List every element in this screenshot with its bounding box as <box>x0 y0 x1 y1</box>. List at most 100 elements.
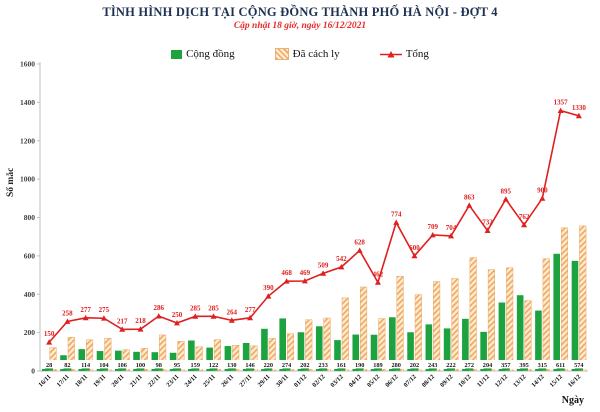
x-category-label: 29/11 <box>257 373 272 388</box>
total-value-label: 286 <box>153 304 164 312</box>
base-label-chip <box>131 360 150 369</box>
y-tick-label: 200 <box>24 328 36 337</box>
base-label-chip <box>497 360 515 369</box>
total-marker <box>119 326 126 332</box>
base-label-chip <box>278 360 296 369</box>
green-base-sliver <box>99 368 108 371</box>
cong-dong-value-label: 100 <box>136 362 145 369</box>
y-tick-label: 1400 <box>20 98 35 107</box>
base-label-chip <box>95 360 113 369</box>
base-label-chip <box>460 360 478 369</box>
cong-dong-value-label: 28 <box>46 362 52 369</box>
cong-dong-value-label: 104 <box>99 362 109 369</box>
green-base-sliver <box>45 368 54 371</box>
x-category-label: 12/12 <box>494 373 509 388</box>
bar-da-cach-ly <box>341 297 349 372</box>
cong-dong-value-label: 274 <box>282 362 292 369</box>
x-axis-title: Ngày <box>561 395 584 406</box>
total-value-label: 218 <box>135 317 146 325</box>
base-label-chip <box>387 360 405 369</box>
x-category-label: 24/11 <box>184 373 199 388</box>
base-label-chip <box>424 360 442 369</box>
bar-cong-dong <box>443 328 451 371</box>
legend-item-da-cach-ly: Đã cách ly <box>274 48 340 60</box>
green-base-sliver <box>191 368 200 371</box>
total-value-label: 390 <box>263 284 274 292</box>
bar-da-cach-ly <box>378 318 386 372</box>
base-label-chip <box>369 360 387 369</box>
x-category-label: 13/12 <box>512 373 527 388</box>
cong-dong-value-label: 395 <box>519 362 528 369</box>
x-category-label: 27/11 <box>238 373 253 388</box>
bar-cong-dong <box>553 253 560 371</box>
green-base-sliver <box>264 368 273 371</box>
base-label-chip <box>58 360 76 369</box>
green-base-sliver <box>501 368 510 371</box>
total-value-label: 1330 <box>572 104 587 112</box>
green-base-sliver <box>282 368 291 371</box>
bar-cong-dong <box>498 302 506 371</box>
total-value-label: 258 <box>62 309 73 317</box>
bar-da-cach-ly <box>579 225 587 372</box>
x-category-label: 07/12 <box>402 373 417 388</box>
bar-da-cach-ly <box>305 319 313 372</box>
total-value-label: 509 <box>318 261 329 269</box>
green-base-sliver <box>465 368 474 371</box>
cong-dong-value-label: 202 <box>300 362 309 369</box>
cong-dong-value-label: 98 <box>156 362 162 369</box>
green-base-sliver <box>538 368 547 371</box>
x-category-label: 08/12 <box>421 373 436 388</box>
base-label-chip <box>186 360 204 369</box>
bar-cong-dong <box>297 332 305 371</box>
bar-cong-dong <box>462 318 469 371</box>
total-marker <box>521 221 528 228</box>
bar-da-cach-ly <box>506 267 514 372</box>
base-label-chip <box>40 360 58 369</box>
x-category-label: 11/12 <box>476 373 491 388</box>
chart-title: TÌNH HÌNH DỊCH TẠI CỘNG ĐỒNG THÀNH PHỐ H… <box>102 5 498 19</box>
green-base-sliver <box>81 368 90 371</box>
bar-da-cach-ly <box>323 317 331 372</box>
green-base-sliver <box>300 368 309 371</box>
x-category-label: 02/12 <box>311 373 326 388</box>
cong-dong-value-label: 272 <box>465 362 474 369</box>
green-base-sliver <box>118 368 127 371</box>
x-category-label: 21/11 <box>129 373 144 388</box>
cong-dong-value-label: 146 <box>245 362 254 369</box>
green-base-sliver <box>392 368 401 371</box>
green-base-sliver <box>63 368 72 371</box>
total-marker <box>575 112 582 119</box>
x-category-label: 16/12 <box>567 373 582 388</box>
cong-dong-value-label: 189 <box>373 362 382 369</box>
bar-cong-dong <box>315 326 323 371</box>
bar-da-cach-ly <box>396 275 404 372</box>
cong-dong-value-label: 130 <box>227 362 236 369</box>
total-marker <box>174 320 180 326</box>
total-value-label: 217 <box>117 317 128 325</box>
x-category-label: 15/12 <box>549 373 564 388</box>
total-marker <box>228 317 235 323</box>
total-value-label: 462 <box>373 270 384 278</box>
bar-da-cach-ly <box>232 345 240 372</box>
total-marker <box>557 107 564 114</box>
total-value-label: 468 <box>281 269 292 277</box>
chart-subtitle: Cập nhật 18 giờ, ngày 16/12/2021 <box>233 21 367 31</box>
x-category-label: 05/12 <box>366 373 381 388</box>
bar-da-cach-ly <box>469 257 477 372</box>
base-label-chip <box>77 360 95 369</box>
base-label-chip <box>533 360 551 369</box>
bar-da-cach-ly <box>451 278 459 372</box>
base-label-chip <box>351 360 369 369</box>
x-category-label: 01/12 <box>293 373 308 388</box>
bar-cong-dong <box>188 340 195 371</box>
total-value-label: 774 <box>391 210 402 218</box>
bar-cong-dong <box>480 331 487 371</box>
x-category-label: 19/11 <box>92 373 107 388</box>
green-base-sliver <box>136 368 145 371</box>
cong-dong-value-label: 82 <box>64 362 70 369</box>
base-label-chip <box>223 360 241 369</box>
total-marker <box>466 202 473 208</box>
bar-cong-dong <box>242 342 250 371</box>
cong-dong-value-label: 315 <box>538 362 547 369</box>
bar-cong-dong <box>334 340 341 371</box>
